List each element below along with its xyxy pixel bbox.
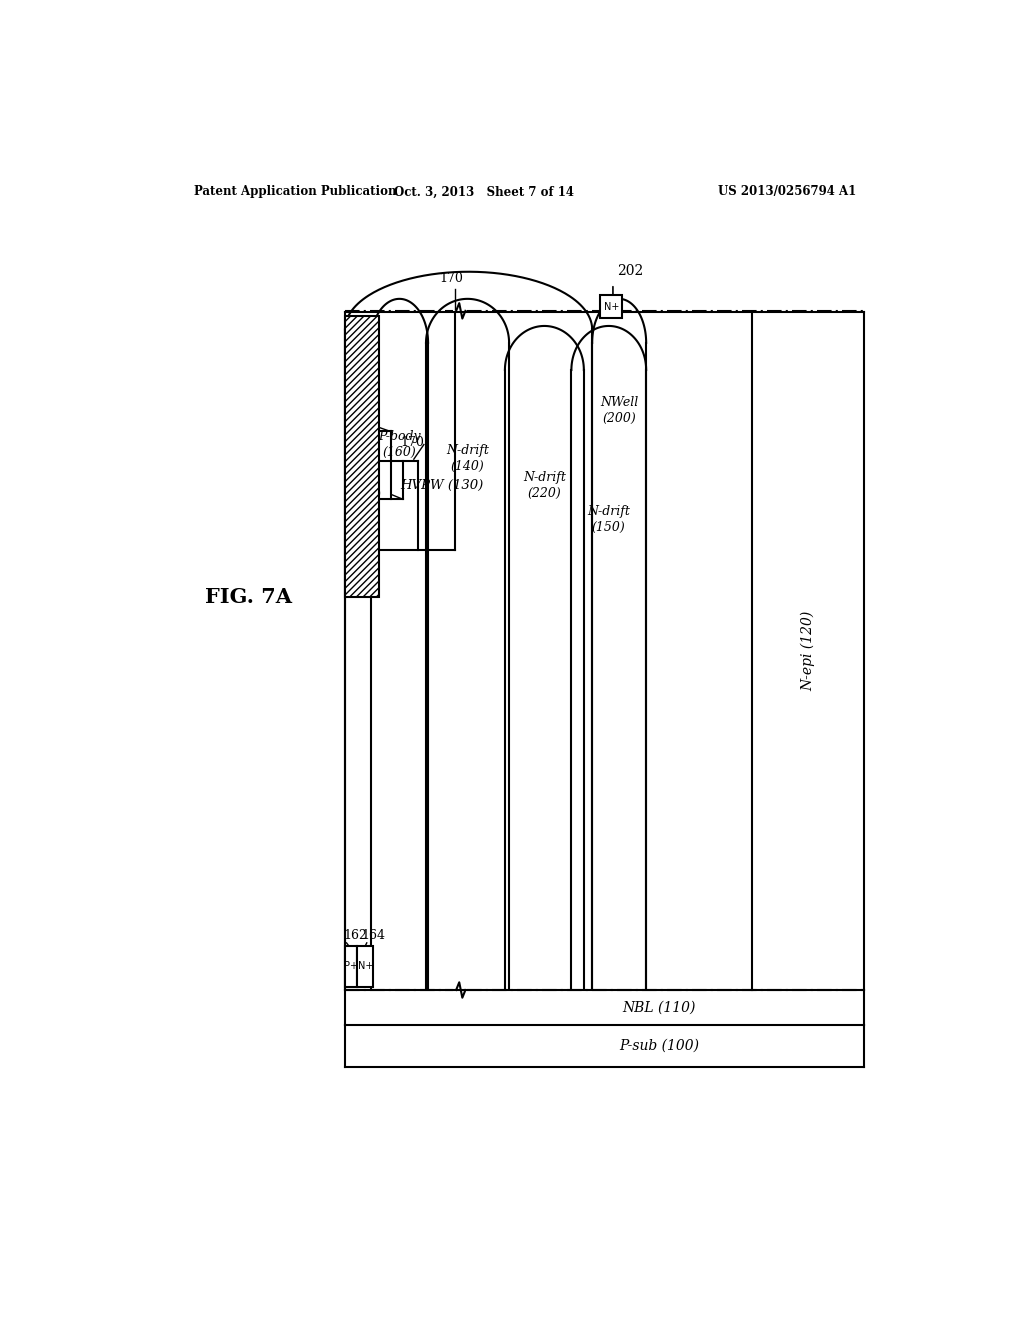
Text: FIG. 7A: FIG. 7A (205, 587, 292, 607)
Text: N-epi (120): N-epi (120) (801, 611, 815, 692)
Bar (600, 296, 623, 318)
Text: 170: 170 (439, 272, 463, 285)
Text: 202: 202 (616, 264, 643, 277)
Text: Patent Application Publication: Patent Application Publication (194, 185, 396, 198)
Text: NWell
(200): NWell (200) (600, 396, 638, 425)
Text: N+: N+ (357, 961, 373, 972)
Text: N-drift
(150): N-drift (150) (588, 504, 630, 533)
Text: 190: 190 (344, 421, 368, 434)
Text: N+: N+ (604, 302, 620, 312)
Text: P+: P+ (344, 961, 358, 972)
Text: 164: 164 (361, 929, 385, 942)
Text: N-drift
(140): N-drift (140) (446, 444, 489, 473)
Text: NBL (110): NBL (110) (623, 1001, 695, 1014)
Text: 162: 162 (343, 929, 368, 942)
Text: P-sub (100): P-sub (100) (618, 1039, 698, 1053)
Text: Oct. 3, 2013   Sheet 7 of 14: Oct. 3, 2013 Sheet 7 of 14 (394, 185, 574, 198)
Text: P-body
(160): P-body (160) (378, 430, 421, 459)
Text: 180: 180 (357, 488, 382, 502)
Text: 170: 170 (400, 436, 425, 449)
Text: N-drift
(220): N-drift (220) (523, 471, 566, 500)
Text: HVPW (130): HVPW (130) (399, 479, 483, 491)
Bar (357, 946, 373, 986)
Text: US 2013/0256794 A1: US 2013/0256794 A1 (718, 185, 856, 198)
Bar (345, 315, 379, 597)
Bar (345, 946, 357, 986)
